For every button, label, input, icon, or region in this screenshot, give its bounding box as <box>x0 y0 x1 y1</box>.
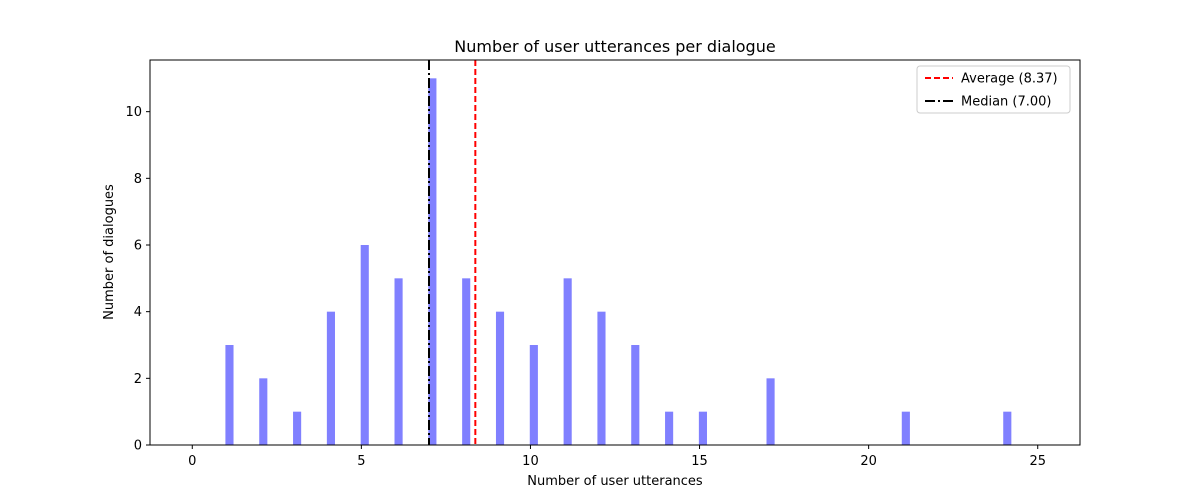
y-tick-label: 6 <box>134 239 142 254</box>
x-tick-label: 25 <box>1029 454 1046 469</box>
histogram-bar <box>665 411 674 445</box>
x-tick-label: 15 <box>691 454 708 469</box>
y-tick-label: 4 <box>134 305 142 320</box>
histogram-bar <box>901 411 910 445</box>
histogram-bar <box>428 78 437 445</box>
histogram-bar <box>462 278 471 445</box>
histogram-bar <box>293 411 302 445</box>
y-tick-label: 8 <box>134 172 142 187</box>
histogram-bar <box>563 278 572 445</box>
histogram-bar <box>1003 411 1012 445</box>
legend-entry: Median (7.00) <box>961 95 1052 110</box>
chart-title: Number of user utterances per dialogue <box>454 37 775 56</box>
histogram-bar <box>698 411 707 445</box>
legend-entry: Average (8.37) <box>961 72 1058 87</box>
histogram-bar <box>766 378 775 445</box>
y-axis-label: Number of dialogues <box>102 184 117 320</box>
histogram-bar <box>495 311 505 445</box>
histogram-bar <box>394 278 403 445</box>
histogram-bar <box>631 345 640 445</box>
x-tick-label: 20 <box>860 454 877 469</box>
histogram-bar <box>259 378 268 445</box>
y-axis-ticks: 0 2 4 6 8 10 <box>125 105 150 454</box>
histogram-bar <box>529 345 538 445</box>
legend: Average (8.37) Median (7.00) <box>916 65 1071 114</box>
y-tick-label: 2 <box>134 372 142 387</box>
x-tick-label: 0 <box>188 454 196 469</box>
histogram-bar <box>225 345 234 445</box>
y-tick-label: 0 <box>134 439 142 454</box>
y-tick-label: 10 <box>125 105 142 120</box>
x-tick-label: 5 <box>357 454 365 469</box>
reference-lines-layer <box>428 60 477 445</box>
legend-box <box>916 65 1071 114</box>
x-axis-label: Number of user utterances <box>527 474 703 489</box>
histogram-bar <box>597 311 606 445</box>
x-axis-ticks: 0 5 10 15 20 25 <box>188 445 1046 469</box>
histogram-bar <box>326 311 335 445</box>
histogram-bar <box>360 245 369 445</box>
bars-layer <box>225 78 1012 445</box>
x-tick-label: 10 <box>522 454 539 469</box>
plot-frame <box>149 59 1081 446</box>
